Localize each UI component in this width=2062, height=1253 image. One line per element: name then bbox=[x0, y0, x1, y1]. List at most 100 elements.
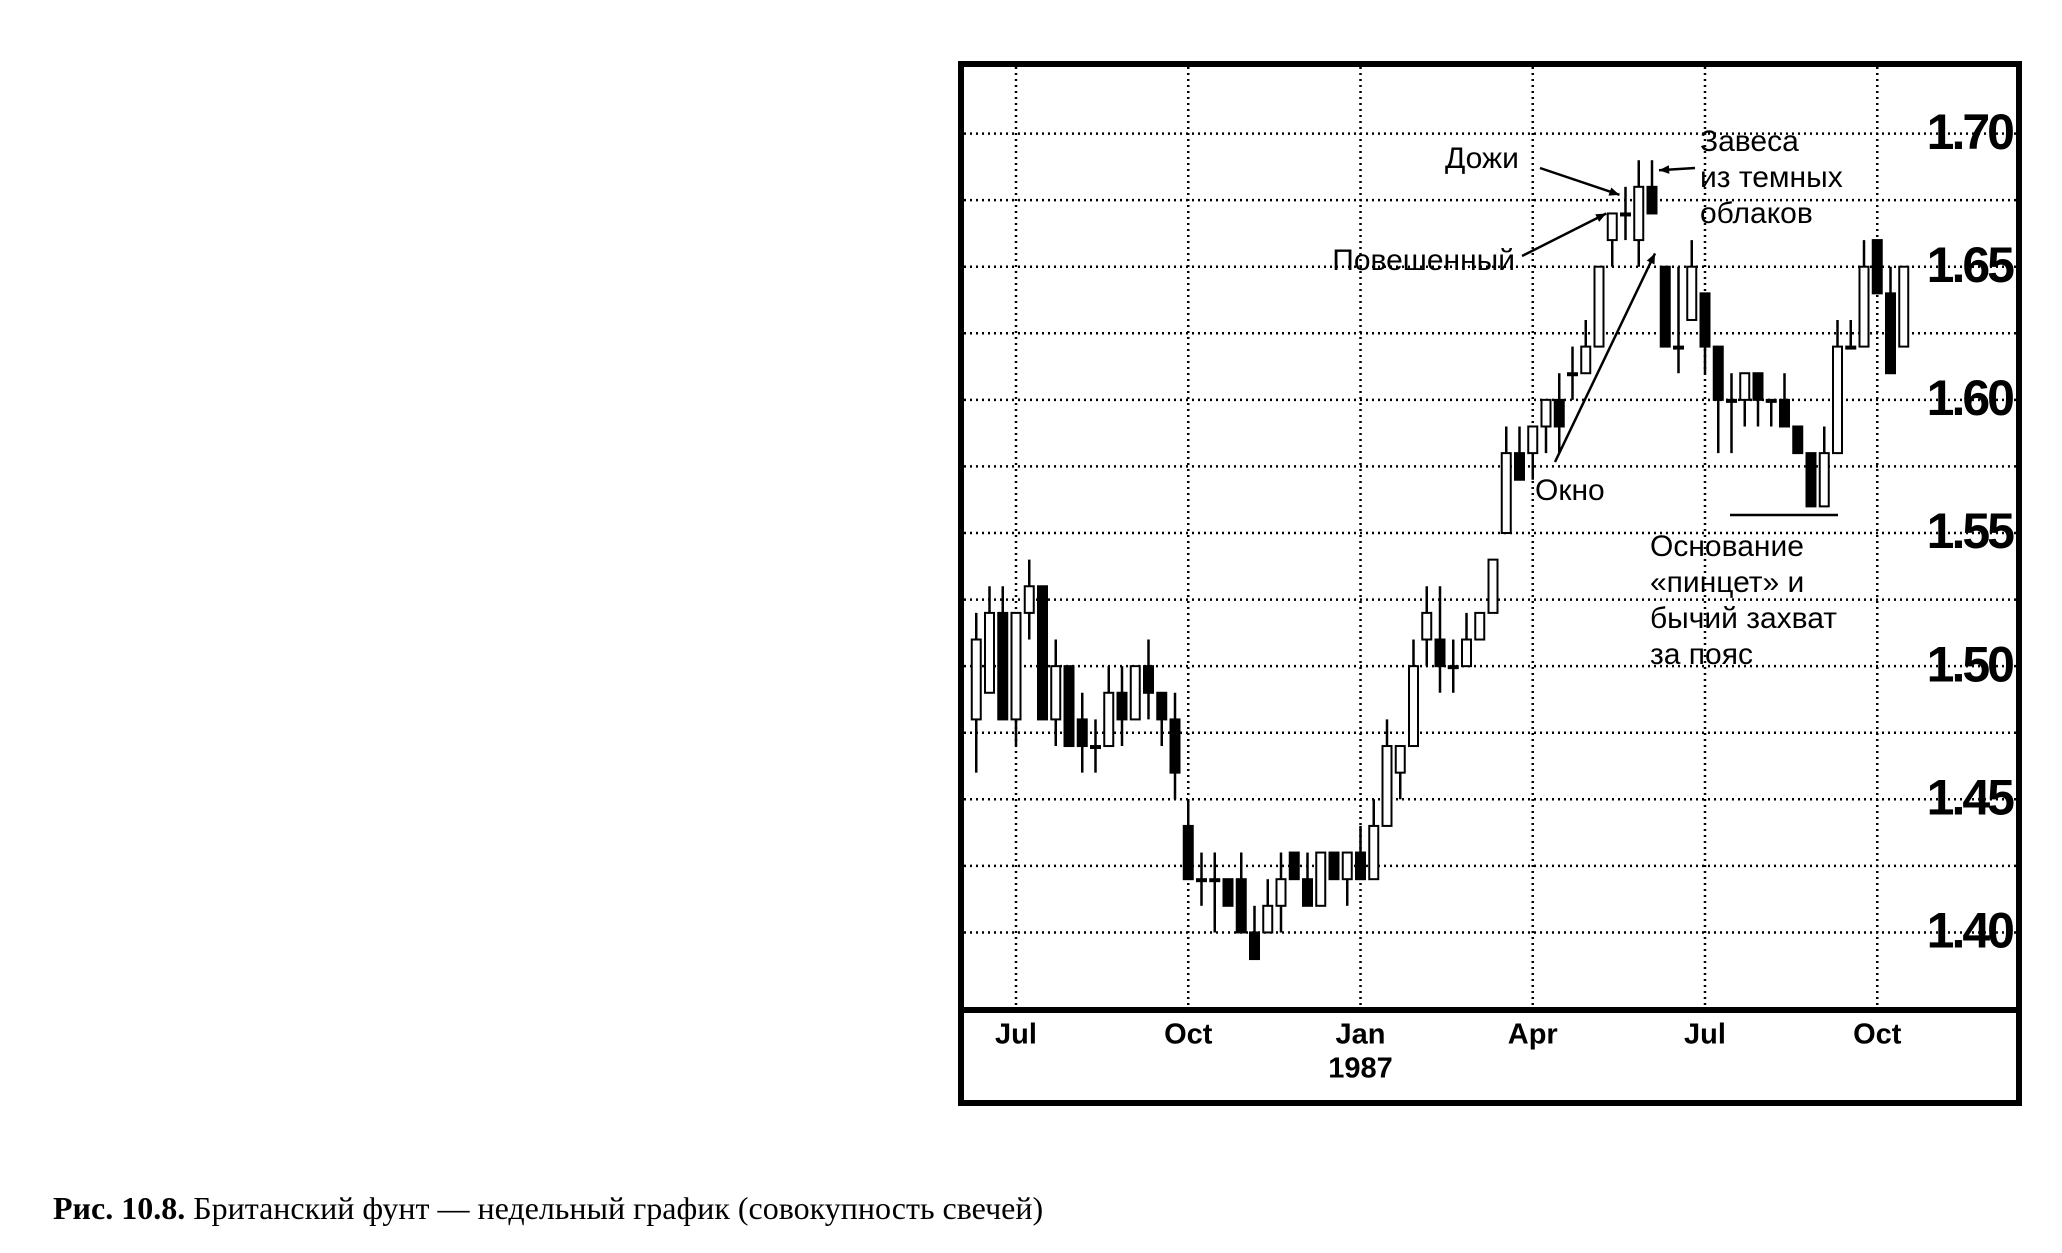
candle-body bbox=[1871, 239, 1883, 295]
annotation-arrow bbox=[1521, 212, 1607, 258]
arrow-head bbox=[1608, 187, 1620, 196]
x-tick-label: Oct bbox=[1164, 1019, 1213, 1051]
chart-frame bbox=[958, 61, 2022, 1106]
candle-body bbox=[1779, 398, 1790, 428]
candle-body bbox=[1527, 425, 1539, 455]
x-tick-label: Apr bbox=[1508, 1019, 1558, 1051]
annotation: бычий захват bbox=[1650, 602, 1837, 635]
candle-body bbox=[1209, 878, 1221, 883]
candle-body bbox=[1421, 611, 1433, 641]
annotation: Дожи bbox=[1445, 142, 1519, 175]
candle-body bbox=[1885, 292, 1896, 375]
candle-body bbox=[1805, 452, 1817, 508]
candle-body bbox=[1447, 665, 1459, 670]
x-tick-label: Oct bbox=[1853, 1019, 1902, 1051]
candle-body bbox=[984, 611, 995, 694]
candle-body bbox=[1673, 345, 1684, 350]
candle-body bbox=[1023, 585, 1035, 614]
candle-body bbox=[1050, 665, 1062, 721]
candle-body bbox=[1090, 745, 1101, 750]
candle-body bbox=[1739, 372, 1751, 401]
candle-body bbox=[1037, 585, 1048, 721]
year-label: 1987 bbox=[1328, 1053, 1393, 1085]
annotation: за пояс bbox=[1650, 638, 1753, 671]
candle-body bbox=[1593, 265, 1605, 348]
candle-body bbox=[1116, 691, 1128, 721]
candle-body bbox=[1606, 212, 1618, 242]
candle-body bbox=[1540, 398, 1552, 428]
annotation: облаков bbox=[1700, 197, 1813, 230]
candle-body bbox=[1487, 558, 1499, 614]
annotation: Окно bbox=[1535, 474, 1605, 507]
y-tick-label: 1.60 bbox=[1927, 370, 2014, 426]
candle-body bbox=[1103, 691, 1115, 748]
candle-body bbox=[1646, 185, 1658, 215]
candle-body bbox=[1143, 665, 1154, 694]
candle-body bbox=[1726, 398, 1737, 403]
caption-number: Рис. 10.8. bbox=[53, 1190, 185, 1226]
x-tick-label: Jul bbox=[995, 1019, 1037, 1051]
x-tick-label: Jul bbox=[1684, 1019, 1726, 1051]
candle-body bbox=[997, 611, 1009, 721]
candle-body bbox=[1063, 665, 1075, 748]
y-tick-label: 1.45 bbox=[1927, 769, 2015, 825]
candle-body bbox=[1196, 878, 1207, 883]
candle-body bbox=[1249, 931, 1260, 961]
candle-body bbox=[1858, 265, 1870, 348]
annotation: Повешенный bbox=[1332, 244, 1515, 277]
candle-body bbox=[1712, 345, 1724, 401]
candle-body bbox=[1898, 265, 1910, 348]
annotation: «пинцет» и bbox=[1650, 566, 1804, 599]
candle-body bbox=[1355, 851, 1366, 881]
candle-body bbox=[1765, 398, 1777, 403]
candle-body bbox=[1368, 824, 1380, 881]
arrow-head bbox=[1659, 165, 1670, 174]
annotation: Завеса bbox=[1700, 125, 1799, 158]
candle-body bbox=[1633, 185, 1645, 242]
candle-body bbox=[1169, 718, 1181, 774]
candle-body bbox=[1394, 745, 1406, 774]
candle-body bbox=[1235, 878, 1247, 934]
candle-body bbox=[1620, 212, 1631, 217]
x-tick-label: Jan bbox=[1336, 1019, 1386, 1051]
candle-body bbox=[1182, 824, 1194, 881]
candle-body bbox=[1156, 691, 1168, 721]
candle-body bbox=[1315, 851, 1327, 907]
candle-body bbox=[1659, 265, 1671, 348]
annotation: из темных bbox=[1700, 161, 1843, 194]
candle-body bbox=[1076, 718, 1088, 748]
arrow-head bbox=[1646, 253, 1655, 265]
candle-body bbox=[1288, 851, 1300, 881]
candle-body bbox=[1381, 745, 1393, 827]
candle-body bbox=[1752, 372, 1764, 401]
candle-body bbox=[1553, 398, 1565, 428]
candle-body bbox=[1686, 265, 1698, 321]
candle-body bbox=[1818, 452, 1830, 508]
candle-body bbox=[1262, 904, 1274, 934]
candle-body bbox=[1222, 878, 1234, 907]
candle-body bbox=[1434, 638, 1446, 668]
candle-body bbox=[1567, 372, 1578, 377]
annotation-arrow bbox=[1553, 252, 1657, 463]
candle-body bbox=[1500, 452, 1512, 535]
candle-body bbox=[1792, 425, 1804, 455]
candle-body bbox=[1845, 345, 1857, 350]
caption-text: Британский фунт — недельный график (сово… bbox=[185, 1190, 1043, 1226]
candle-body bbox=[1461, 638, 1472, 668]
candle-body bbox=[1580, 345, 1592, 375]
y-tick-label: 1.55 bbox=[1927, 503, 2015, 559]
candle-body bbox=[1341, 851, 1353, 881]
y-tick-label: 1.65 bbox=[1927, 237, 2015, 293]
caption: Рис. 10.8. Британский фунт — недельный г… bbox=[53, 1190, 1043, 1226]
candle-body bbox=[1408, 665, 1419, 748]
candle-body bbox=[1328, 851, 1340, 881]
y-tick-label: 1.40 bbox=[1927, 903, 2014, 959]
candle-body bbox=[1129, 665, 1141, 721]
annotation-arrow bbox=[1539, 166, 1620, 197]
candle-body bbox=[1010, 611, 1022, 721]
annotation: Основание bbox=[1650, 530, 1804, 563]
candle-body bbox=[970, 638, 982, 721]
candle-body bbox=[1275, 878, 1287, 907]
